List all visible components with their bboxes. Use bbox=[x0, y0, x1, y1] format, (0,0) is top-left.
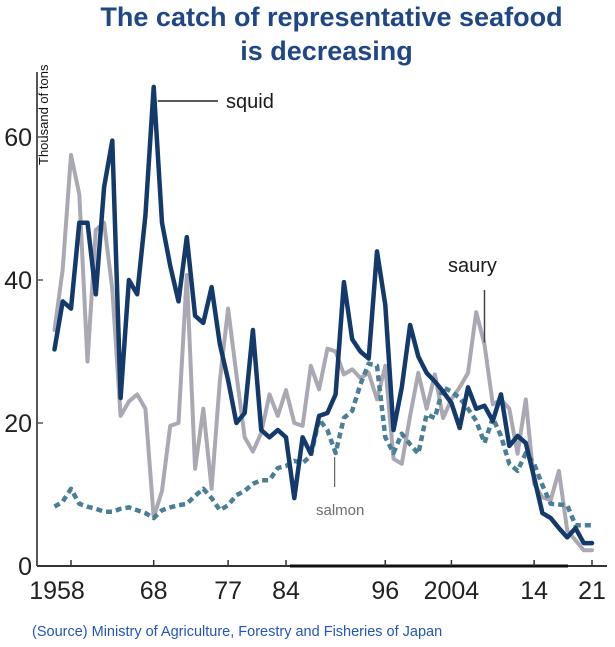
chart-title-line-1: The catch of representative seafood bbox=[100, 2, 563, 32]
annotations: squid saury salmon bbox=[157, 91, 497, 519]
series-line-squid bbox=[52, 84, 595, 546]
x-tick-label: 77 bbox=[214, 577, 242, 605]
x-tick-label: 2004 bbox=[424, 577, 480, 605]
y-tick-label: 0 bbox=[18, 553, 32, 581]
y-tick-label: 60 bbox=[4, 124, 32, 152]
x-tick-label: 84 bbox=[272, 577, 300, 605]
series-lines bbox=[52, 84, 595, 553]
x-tick-label: 21 bbox=[578, 577, 606, 605]
x-tick-label: 96 bbox=[371, 577, 399, 605]
salmon-label: salmon bbox=[316, 502, 364, 519]
squid-label: squid bbox=[226, 91, 274, 113]
y-tick-label: 20 bbox=[4, 410, 32, 438]
axes: 0 20 40 60 1958 68 77 84 96 2004 14 21 bbox=[4, 72, 607, 605]
series-line-saury bbox=[52, 152, 594, 553]
source-note: (Source) Ministry of Agriculture, Forest… bbox=[32, 624, 443, 640]
chart-title-line-2: is decreasing bbox=[240, 36, 413, 66]
series-line-salmon bbox=[53, 361, 592, 528]
y-tick-label: 40 bbox=[4, 267, 32, 295]
saury-label: saury bbox=[448, 255, 497, 277]
chart-title: The catch of representative seafood is d… bbox=[0, 0, 615, 68]
x-tick-label: 1958 bbox=[29, 577, 85, 605]
x-tick-label: 68 bbox=[140, 577, 168, 605]
x-tick-label: 14 bbox=[520, 577, 548, 605]
